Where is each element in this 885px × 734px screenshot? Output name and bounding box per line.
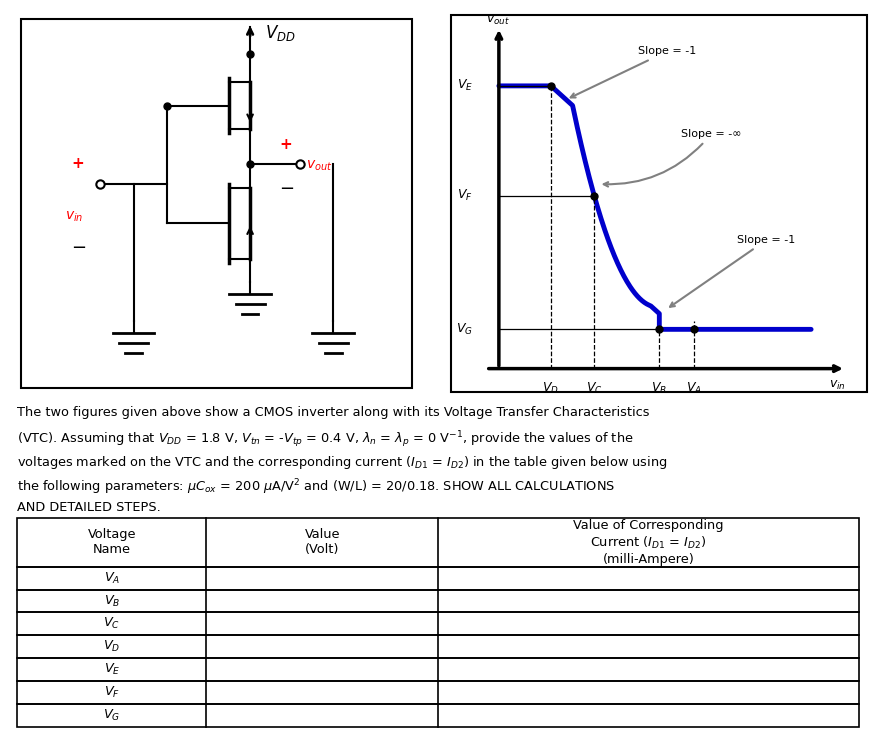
Text: $v_{out}$: $v_{out}$ [306, 159, 333, 172]
Bar [18, 567, 858, 589]
Text: Slope = -∞: Slope = -∞ [604, 129, 742, 186]
Text: $-$: $-$ [71, 237, 87, 255]
Text: $V_E$: $V_E$ [104, 662, 120, 677]
Text: Slope = -1: Slope = -1 [670, 235, 796, 307]
Text: $V_{DD}$: $V_{DD}$ [265, 23, 296, 43]
Text: +: + [280, 137, 292, 152]
Text: $V_A$: $V_A$ [104, 570, 120, 586]
Text: Value of Corresponding
Current ($I_{D1}$ = $I_{D2}$)
(milli-Ampere): Value of Corresponding Current ($I_{D1}$… [573, 519, 724, 566]
Text: $v_{in}$: $v_{in}$ [828, 379, 845, 393]
Text: $V_D$: $V_D$ [104, 639, 120, 654]
Bar [18, 589, 858, 612]
Text: $V_F$: $V_F$ [458, 189, 473, 203]
Text: $V_G$: $V_G$ [456, 321, 473, 337]
Text: $V_C$: $V_C$ [104, 617, 120, 631]
Text: $v_{in}$: $v_{in}$ [65, 209, 83, 224]
Bar [18, 704, 858, 727]
Text: $-$: $-$ [280, 178, 295, 196]
Text: $V_G$: $V_G$ [104, 708, 120, 723]
Text: The two figures given above show a CMOS inverter along with its Voltage Transfer: The two figures given above show a CMOS … [18, 406, 650, 418]
Bar [18, 612, 858, 636]
Text: +: + [71, 156, 84, 171]
Bar [18, 518, 858, 567]
Text: $V_F$: $V_F$ [104, 685, 119, 700]
Text: Slope = -1: Slope = -1 [571, 46, 696, 98]
Text: $V_E$: $V_E$ [457, 79, 473, 93]
Text: (VTC). Assuming that $V_{DD}$ = 1.8 V, $V_{tn}$ = -$V_{tp}$ = 0.4 V, $\lambda_n$: (VTC). Assuming that $V_{DD}$ = 1.8 V, $… [18, 429, 634, 450]
Text: Voltage
Name: Voltage Name [88, 528, 136, 556]
Text: $V_D$: $V_D$ [543, 381, 559, 396]
Text: Value
(Volt): Value (Volt) [304, 528, 340, 556]
Bar [18, 681, 858, 704]
Text: the following parameters: $\mu C_{ox}$ = 200 $\mu$A/V$^2$ and (W/L) = 20/0.18. S: the following parameters: $\mu C_{ox}$ =… [18, 477, 616, 497]
Text: $V_B$: $V_B$ [651, 381, 667, 396]
Bar [18, 636, 858, 658]
Text: $V_C$: $V_C$ [586, 381, 603, 396]
Text: voltages marked on the VTC and the corresponding current ($I_{D1}$ = $I_{D2}$) i: voltages marked on the VTC and the corre… [18, 454, 668, 470]
Bar [18, 658, 858, 681]
Text: AND DETAILED STEPS.: AND DETAILED STEPS. [18, 501, 161, 515]
Text: $v_{out}$: $v_{out}$ [486, 14, 510, 27]
Text: $V_A$: $V_A$ [686, 381, 702, 396]
Text: $V_B$: $V_B$ [104, 594, 120, 608]
